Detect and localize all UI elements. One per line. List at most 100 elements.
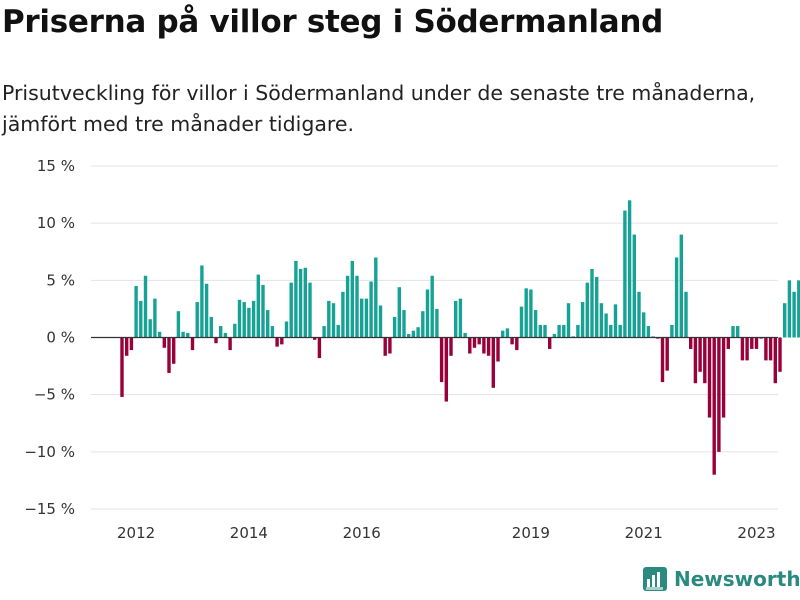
brand-name: Newsworthy bbox=[674, 567, 800, 591]
x-axis-ticks: 2012201420162019202120232025 bbox=[117, 524, 776, 542]
bar bbox=[148, 319, 152, 338]
bar bbox=[162, 337, 166, 348]
bar bbox=[595, 276, 599, 338]
x-tick-label: 2016 bbox=[343, 524, 381, 542]
bar bbox=[566, 303, 571, 338]
bar bbox=[134, 286, 138, 338]
bar bbox=[143, 275, 148, 338]
bar bbox=[510, 337, 514, 345]
bar bbox=[646, 326, 651, 338]
y-tick-label: −5 % bbox=[34, 386, 75, 404]
bar bbox=[129, 337, 134, 351]
bar bbox=[411, 330, 416, 338]
bar bbox=[322, 326, 326, 338]
bar bbox=[139, 300, 143, 338]
bar bbox=[496, 337, 500, 362]
bar bbox=[693, 337, 698, 384]
bar bbox=[195, 302, 199, 338]
bar bbox=[764, 337, 768, 361]
bar bbox=[529, 289, 533, 338]
bar bbox=[562, 324, 566, 338]
bar bbox=[599, 303, 604, 338]
y-tick-label: 5 % bbox=[46, 271, 75, 289]
x-tick-label: 2019 bbox=[512, 524, 550, 542]
bar bbox=[176, 311, 181, 338]
bar bbox=[256, 274, 260, 338]
bar bbox=[674, 257, 679, 338]
bar bbox=[642, 312, 646, 338]
bar bbox=[548, 337, 552, 349]
bar bbox=[289, 282, 293, 338]
bar bbox=[190, 337, 195, 351]
y-tick-label: 15 % bbox=[37, 157, 75, 175]
bar bbox=[242, 302, 246, 338]
bar bbox=[331, 303, 336, 338]
bar bbox=[308, 282, 312, 338]
bar bbox=[153, 298, 157, 338]
bar bbox=[627, 200, 632, 338]
bars bbox=[120, 200, 800, 475]
bar bbox=[726, 337, 730, 349]
bar bbox=[209, 316, 213, 338]
bar bbox=[270, 326, 275, 338]
bar bbox=[228, 337, 232, 351]
bar bbox=[425, 289, 430, 338]
page-title: Priserna på villor steg i Södermanland bbox=[2, 4, 664, 40]
bar bbox=[740, 337, 745, 361]
bar bbox=[501, 330, 505, 338]
bar bbox=[345, 275, 350, 338]
bar bbox=[298, 268, 303, 338]
y-tick-label: 10 % bbox=[37, 214, 75, 232]
bar bbox=[463, 332, 467, 338]
bar bbox=[388, 337, 392, 354]
bar bbox=[754, 337, 759, 349]
bar bbox=[486, 337, 491, 356]
bar bbox=[768, 337, 773, 361]
bar bbox=[125, 337, 129, 356]
bar bbox=[552, 334, 557, 338]
bar bbox=[458, 298, 463, 338]
bar-chart-logo-icon bbox=[643, 567, 667, 591]
bar bbox=[468, 337, 472, 354]
bar bbox=[439, 337, 444, 383]
bar bbox=[533, 310, 538, 338]
bar bbox=[783, 303, 787, 338]
bar bbox=[223, 332, 228, 338]
bar bbox=[538, 324, 542, 338]
bar bbox=[341, 291, 345, 338]
bar bbox=[609, 324, 613, 338]
bar bbox=[181, 331, 185, 338]
bar bbox=[482, 337, 486, 354]
bar bbox=[364, 298, 369, 338]
bar bbox=[214, 337, 218, 344]
bar bbox=[773, 337, 777, 384]
bar bbox=[317, 337, 322, 359]
bar bbox=[613, 304, 618, 338]
bar bbox=[200, 265, 204, 338]
y-axis-ticks: 15 % 10 % 5 % 0 % −5 % −10 % −15 % bbox=[24, 157, 75, 518]
bar bbox=[717, 337, 721, 452]
bar bbox=[576, 324, 580, 338]
bar bbox=[416, 327, 420, 338]
bar bbox=[237, 299, 242, 338]
bar bbox=[604, 313, 608, 338]
bar bbox=[736, 326, 740, 338]
bar bbox=[407, 334, 411, 338]
bar bbox=[778, 337, 782, 372]
bar bbox=[707, 337, 712, 418]
bar bbox=[515, 337, 519, 351]
bar bbox=[637, 291, 641, 338]
bar bbox=[378, 305, 383, 338]
bar bbox=[543, 324, 547, 338]
bar bbox=[421, 311, 425, 338]
bar bbox=[350, 260, 354, 338]
bar bbox=[430, 275, 434, 338]
bar bbox=[797, 280, 800, 338]
bar bbox=[374, 257, 378, 338]
bar bbox=[745, 337, 749, 361]
price-change-bar-chart: 15 % 10 % 5 % 0 % −5 % −10 % −15 % 2012 2014 201… bbox=[24, 157, 800, 542]
bar bbox=[204, 283, 209, 338]
bar bbox=[383, 337, 387, 356]
bar bbox=[392, 316, 397, 338]
bar bbox=[618, 324, 622, 338]
